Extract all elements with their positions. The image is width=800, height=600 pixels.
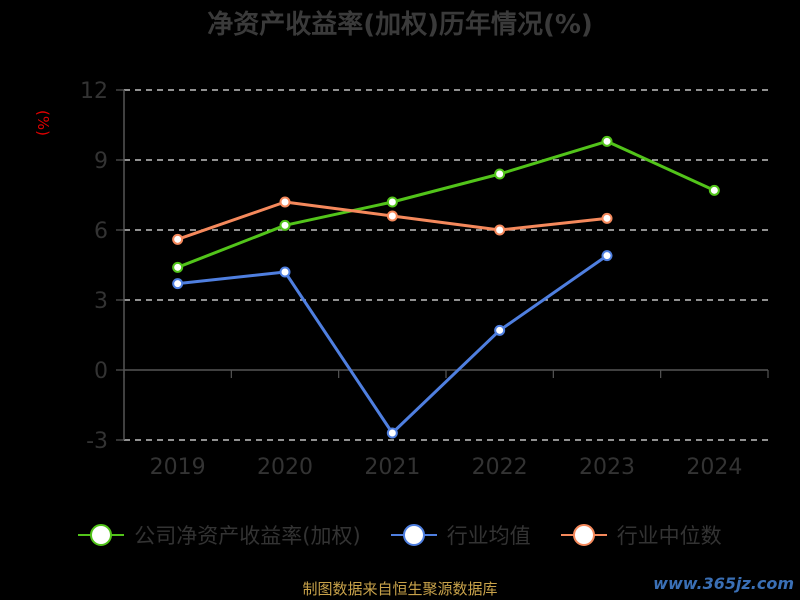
legend: 公司净资产收益率(加权) 行业均值 行业中位数 bbox=[0, 520, 800, 550]
y-tick-label: 3 bbox=[94, 289, 108, 314]
data-point bbox=[494, 324, 506, 336]
data-point bbox=[494, 224, 506, 236]
x-tick-label: 2021 bbox=[364, 455, 420, 480]
x-tick-label: 2022 bbox=[472, 455, 528, 480]
series-line-0 bbox=[177, 139, 715, 269]
data-point bbox=[172, 261, 184, 273]
y-tick-label: 12 bbox=[80, 79, 108, 104]
data-point bbox=[601, 135, 613, 147]
y-tick-label: -3 bbox=[86, 429, 108, 454]
legend-item-industry-mean[interactable]: 行业均值 bbox=[390, 520, 531, 550]
x-tick-label: 2024 bbox=[686, 455, 742, 480]
data-point bbox=[601, 250, 613, 262]
legend-item-company-roe[interactable]: 公司净资产收益率(加权) bbox=[78, 520, 361, 550]
legend-label: 行业中位数 bbox=[616, 524, 722, 548]
y-tick-label: 9 bbox=[94, 149, 108, 174]
data-point bbox=[386, 210, 398, 222]
y-tick-label: 0 bbox=[94, 359, 108, 384]
data-point bbox=[601, 212, 613, 224]
legend-marker-icon bbox=[560, 524, 607, 546]
data-point bbox=[172, 233, 184, 245]
data-point bbox=[494, 168, 506, 180]
data-source-note: 制图数据来自恒生聚源数据库 bbox=[302, 580, 498, 598]
series-line-1 bbox=[177, 254, 608, 435]
chart-title: 净资产收益率(加权)历年情况(%) bbox=[207, 10, 593, 40]
y-tick-label: 6 bbox=[94, 219, 108, 244]
data-point bbox=[279, 266, 291, 278]
watermark: www.365jz.com bbox=[653, 574, 794, 593]
legend-label: 行业均值 bbox=[446, 524, 531, 548]
legend-label: 公司净资产收益率(加权) bbox=[134, 524, 361, 548]
data-point bbox=[279, 219, 291, 231]
data-point bbox=[279, 196, 291, 208]
data-point bbox=[172, 278, 184, 290]
data-point bbox=[708, 184, 720, 196]
legend-marker-icon bbox=[390, 524, 437, 546]
legend-item-industry-median[interactable]: 行业中位数 bbox=[560, 520, 722, 550]
data-point bbox=[386, 196, 398, 208]
x-tick-label: 2019 bbox=[150, 455, 206, 480]
x-tick-label: 2020 bbox=[257, 455, 313, 480]
data-point bbox=[386, 427, 398, 439]
legend-marker-icon bbox=[78, 524, 125, 546]
x-tick-label: 2023 bbox=[579, 455, 635, 480]
